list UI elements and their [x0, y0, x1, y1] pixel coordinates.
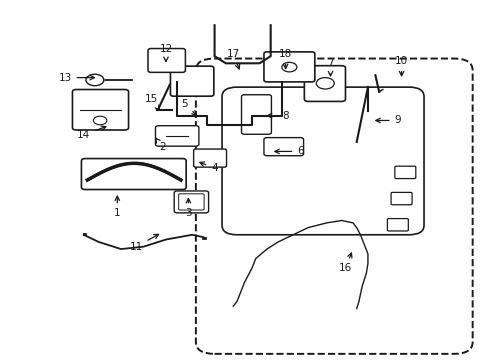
Text: 7: 7 — [326, 58, 333, 76]
Text: 5: 5 — [181, 99, 196, 115]
FancyBboxPatch shape — [386, 219, 407, 231]
Text: 8: 8 — [267, 111, 288, 121]
Text: 10: 10 — [394, 56, 407, 76]
FancyBboxPatch shape — [394, 166, 415, 179]
FancyBboxPatch shape — [264, 52, 314, 82]
Text: 4: 4 — [200, 162, 218, 173]
FancyBboxPatch shape — [178, 194, 203, 210]
FancyBboxPatch shape — [390, 192, 411, 205]
Text: 11: 11 — [129, 234, 158, 252]
Text: 14: 14 — [77, 126, 106, 140]
FancyBboxPatch shape — [193, 149, 226, 167]
Text: 17: 17 — [226, 49, 240, 69]
Text: 13: 13 — [58, 73, 94, 82]
FancyBboxPatch shape — [241, 95, 271, 134]
Text: 16: 16 — [338, 253, 351, 273]
FancyBboxPatch shape — [155, 126, 199, 146]
FancyBboxPatch shape — [304, 66, 345, 102]
Text: 12: 12 — [159, 44, 172, 62]
Text: 9: 9 — [375, 116, 400, 126]
FancyBboxPatch shape — [148, 49, 185, 72]
Circle shape — [86, 74, 103, 86]
Text: 1: 1 — [114, 196, 121, 219]
FancyBboxPatch shape — [170, 66, 213, 96]
FancyBboxPatch shape — [174, 191, 208, 213]
Text: 2: 2 — [155, 138, 165, 152]
FancyBboxPatch shape — [81, 158, 186, 189]
Text: 6: 6 — [274, 147, 304, 157]
Text: 18: 18 — [279, 49, 292, 69]
FancyBboxPatch shape — [264, 138, 303, 156]
Text: 3: 3 — [184, 198, 191, 219]
Text: 15: 15 — [144, 94, 159, 110]
FancyBboxPatch shape — [72, 90, 128, 130]
